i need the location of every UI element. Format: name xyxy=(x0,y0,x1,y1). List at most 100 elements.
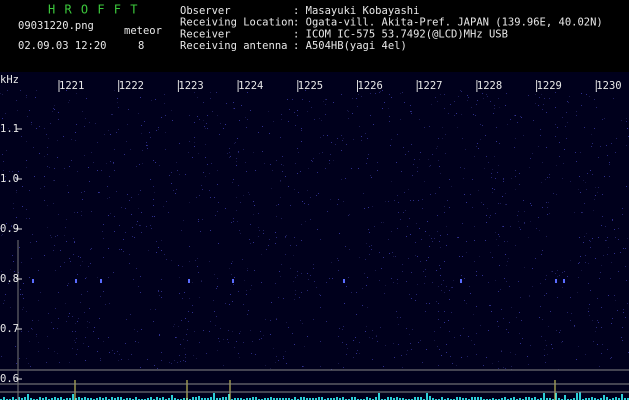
signal-trace xyxy=(306,398,308,400)
noise-dot xyxy=(69,166,70,167)
noise-dot xyxy=(231,222,232,223)
noise-dot xyxy=(276,356,277,357)
signal-trace xyxy=(459,397,461,400)
noise-dot xyxy=(253,242,254,243)
noise-dot xyxy=(337,258,338,259)
noise-dot xyxy=(272,170,273,171)
noise-dot xyxy=(3,170,4,171)
noise-dot xyxy=(255,354,256,355)
noise-dot xyxy=(141,212,142,213)
noise-dot xyxy=(394,357,395,358)
noise-dot xyxy=(234,143,235,144)
noise-dot xyxy=(93,162,94,163)
noise-dot xyxy=(398,344,399,345)
noise-dot xyxy=(419,159,420,160)
noise-dot xyxy=(236,165,237,166)
noise-dot xyxy=(368,229,369,230)
noise-dot xyxy=(192,157,193,158)
noise-dot xyxy=(26,358,27,359)
noise-dot xyxy=(293,281,294,282)
noise-dot xyxy=(300,320,301,321)
noise-dot xyxy=(233,221,234,222)
noise-dot xyxy=(427,221,428,222)
noise-dot xyxy=(594,99,595,100)
y-tick-label: 0.9 xyxy=(0,223,19,235)
noise-dot xyxy=(430,165,431,166)
noise-dot xyxy=(576,115,577,116)
signal-trace xyxy=(12,397,14,400)
noise-dot xyxy=(476,275,477,276)
noise-dot xyxy=(430,194,431,195)
noise-dot xyxy=(46,134,47,135)
noise-dot xyxy=(440,268,441,269)
noise-dot xyxy=(53,203,54,204)
noise-dot xyxy=(507,241,508,242)
noise-dot xyxy=(391,97,392,98)
noise-dot xyxy=(508,332,509,333)
noise-dot xyxy=(219,341,220,342)
noise-dot xyxy=(247,270,248,271)
noise-dot xyxy=(261,338,262,339)
noise-dot xyxy=(595,195,596,196)
noise-dot xyxy=(63,136,64,137)
noise-dot xyxy=(74,242,75,243)
noise-dot xyxy=(389,116,390,117)
noise-dot xyxy=(68,192,69,193)
noise-dot xyxy=(432,241,433,242)
noise-dot xyxy=(550,311,551,312)
noise-dot xyxy=(449,179,450,180)
noise-dot xyxy=(114,216,115,217)
signal-trace xyxy=(429,396,431,400)
noise-dot xyxy=(438,160,439,161)
noise-dot xyxy=(91,211,92,212)
noise-dot xyxy=(278,360,279,361)
noise-dot xyxy=(307,111,308,112)
noise-dot xyxy=(81,294,82,295)
noise-dot xyxy=(625,317,626,318)
noise-dot xyxy=(620,252,621,253)
noise-dot xyxy=(588,263,589,264)
noise-dot xyxy=(54,105,55,106)
noise-dot xyxy=(574,326,575,327)
noise-dot xyxy=(367,307,368,308)
noise-dot xyxy=(408,151,409,152)
noise-dot xyxy=(297,115,298,116)
noise-dot xyxy=(477,100,478,101)
noise-dot xyxy=(515,170,516,171)
noise-dot xyxy=(470,293,471,294)
noise-dot xyxy=(515,245,516,246)
noise-dot xyxy=(546,202,547,203)
noise-dot xyxy=(113,272,114,273)
noise-dot xyxy=(390,145,391,146)
noise-dot xyxy=(114,170,115,171)
noise-dot xyxy=(233,102,234,103)
noise-dot xyxy=(241,105,242,106)
signal-trace xyxy=(351,397,353,400)
noise-dot xyxy=(515,354,516,355)
signal-trace xyxy=(591,397,593,400)
noise-dot xyxy=(217,211,218,212)
noise-dot xyxy=(398,202,399,203)
noise-dot xyxy=(359,353,360,354)
noise-dot xyxy=(445,153,446,154)
noise-dot xyxy=(76,124,77,125)
noise-dot xyxy=(69,100,70,101)
noise-dot xyxy=(252,341,253,342)
noise-dot xyxy=(82,261,83,262)
noise-dot xyxy=(118,360,119,361)
noise-dot xyxy=(39,153,40,154)
noise-dot xyxy=(86,98,87,99)
noise-dot xyxy=(343,367,344,368)
noise-dot xyxy=(417,284,418,285)
noise-dot xyxy=(348,118,349,119)
noise-dot xyxy=(316,287,317,288)
noise-dot xyxy=(507,124,508,125)
noise-dot xyxy=(46,362,47,363)
noise-dot xyxy=(161,352,162,353)
noise-dot xyxy=(88,266,89,267)
noise-dot xyxy=(397,317,398,318)
noise-dot xyxy=(159,335,160,336)
noise-dot xyxy=(250,110,251,111)
noise-dot xyxy=(331,262,332,263)
noise-dot xyxy=(499,107,500,108)
